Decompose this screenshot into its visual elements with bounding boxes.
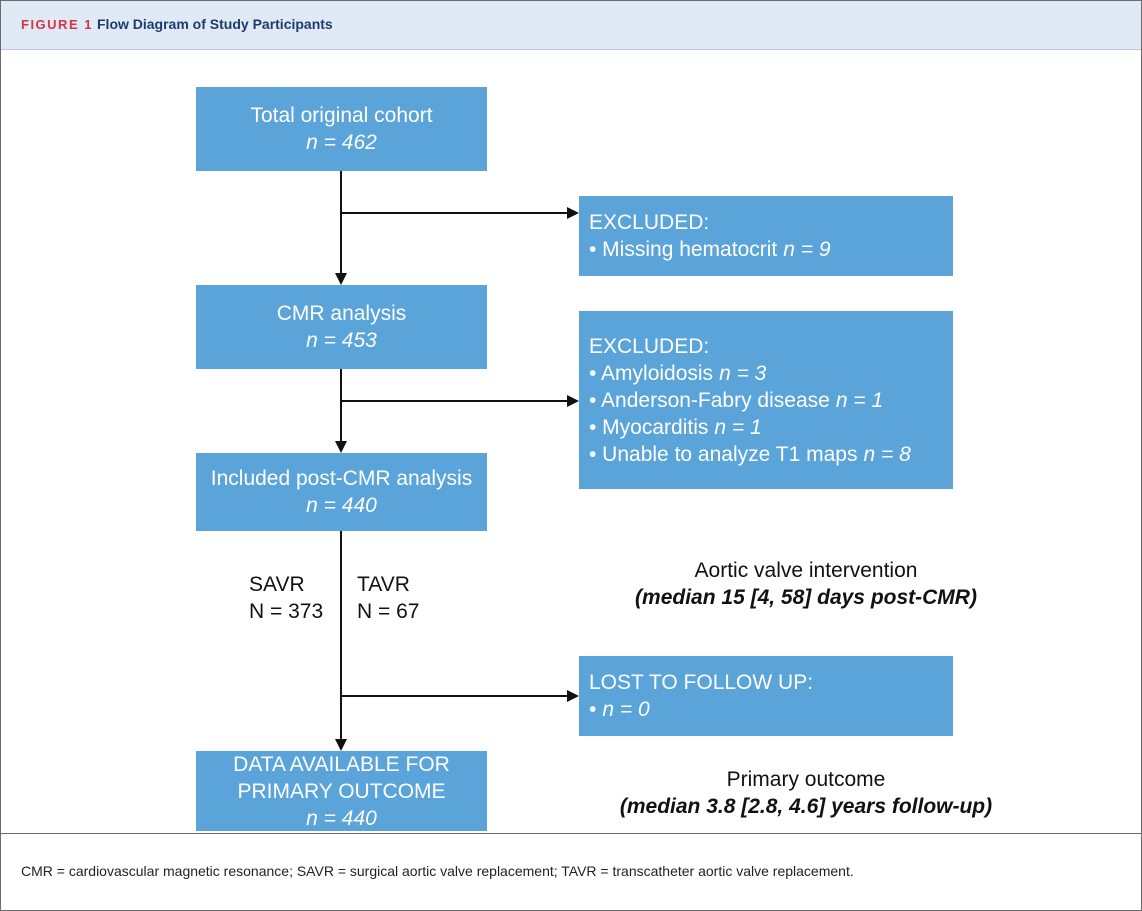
figure-label: FIGURE 1 <box>21 17 93 32</box>
flow-box: LOST TO FOLLOW UP: • n = 0 <box>579 656 953 736</box>
box-text: • <box>589 698 597 721</box>
box-line: n = 462 <box>306 129 377 156</box>
box-text: EXCLUDED: <box>589 211 710 234</box>
annotation-detail: (median 15 [4, 58] days post-CMR) <box>635 586 977 609</box>
box-text: • Anderson-Fabry disease <box>589 388 830 412</box>
annotation-title: Primary outcome <box>726 768 886 791</box>
box-count: n = 1 <box>835 388 884 412</box>
box-line: • Myocarditis n = 1 <box>589 414 953 441</box>
box-line: EXCLUDED: <box>589 333 953 360</box>
box-text: LOST TO FOLLOW UP: <box>589 671 814 694</box>
branch-count: N = 373 <box>249 600 324 623</box>
box-count: n = 0 <box>602 698 650 721</box>
box-count: n = 453 <box>306 329 377 352</box>
annotation-detail: (median 3.8 [2.8, 4.6] years follow-up) <box>619 795 993 818</box>
box-line: • Unable to analyze T1 maps n = 8 <box>589 441 953 468</box>
box-line: • Missing hematocrit n = 9 <box>589 236 953 263</box>
box-line: • n = 0 <box>589 696 953 723</box>
box-text: • Unable to analyze T1 maps <box>589 442 858 466</box>
box-text: DATA AVAILABLE FOR <box>233 752 450 776</box>
box-text: PRIMARY OUTCOME <box>237 779 446 803</box>
annotation: Aortic valve intervention (median 15 [4, … <box>546 557 1066 611</box>
box-count: n = 9 <box>783 238 831 261</box>
box-line: n = 440 <box>306 805 377 832</box>
box-text: • Amyloidosis <box>589 361 714 385</box>
connectors <box>335 171 579 751</box>
box-text: CMR analysis <box>276 302 407 325</box>
annotation-title: Aortic valve intervention <box>694 559 918 582</box>
box-line: • Anderson-Fabry disease n = 1 <box>589 387 953 414</box>
box-count: n = 440 <box>306 806 377 830</box>
flow-box: Included post-CMR analysis n = 440 <box>196 453 487 531</box>
box-text: • Missing hematocrit <box>589 238 778 261</box>
branch-label: SAVR N = 373 <box>249 571 323 625</box>
box-count: n = 1 <box>714 415 762 439</box>
box-line: n = 453 <box>306 327 377 354</box>
separator <box>1 833 1141 834</box>
annotation: Primary outcome (median 3.8 [2.8, 4.6] ye… <box>546 766 1066 820</box>
figure-title: Flow Diagram of Study Participants <box>97 16 333 32</box>
flow-box: DATA AVAILABLE FOR PRIMARY OUTCOME n = 440 <box>196 751 487 831</box>
box-line: • Amyloidosis n = 3 <box>589 360 953 387</box>
box-line: Total original cohort <box>250 102 432 129</box>
flow-box: CMR analysis n = 453 <box>196 285 487 369</box>
box-line: Included post-CMR analysis <box>211 465 472 492</box>
flow-box: Total original cohort n = 462 <box>196 87 487 171</box>
box-count: n = 8 <box>863 442 911 466</box>
box-count: n = 462 <box>306 131 377 154</box>
box-line: DATA AVAILABLE FOR <box>233 751 450 778</box>
box-count: n = 440 <box>306 494 377 517</box>
box-line: n = 440 <box>306 492 377 519</box>
branch-name: TAVR <box>357 573 410 596</box>
branch-name: SAVR <box>249 573 305 596</box>
branch-label: TAVR N = 67 <box>357 571 419 625</box>
flow-box: EXCLUDED: • Amyloidosis n = 3 • Anderson-Fa… <box>579 311 953 489</box>
flow-box: EXCLUDED: • Missing hematocrit n = 9 <box>579 196 953 276</box>
box-text: • Myocarditis <box>589 415 709 439</box>
box-line: LOST TO FOLLOW UP: <box>589 669 953 696</box>
box-text: Included post-CMR analysis <box>210 467 473 490</box>
figure-header: FIGURE 1 Flow Diagram of Study Participa… <box>1 1 1141 50</box>
box-text: Total original cohort <box>250 104 433 127</box>
box-line: CMR analysis <box>277 300 407 327</box>
box-line: EXCLUDED: <box>589 209 953 236</box>
box-text: EXCLUDED: <box>589 334 710 358</box>
box-line: PRIMARY OUTCOME <box>237 778 445 805</box>
branch-count: N = 67 <box>357 600 420 623</box>
caption: CMR = cardiovascular magnetic resonance;… <box>21 863 854 879</box>
box-count: n = 3 <box>719 361 767 385</box>
